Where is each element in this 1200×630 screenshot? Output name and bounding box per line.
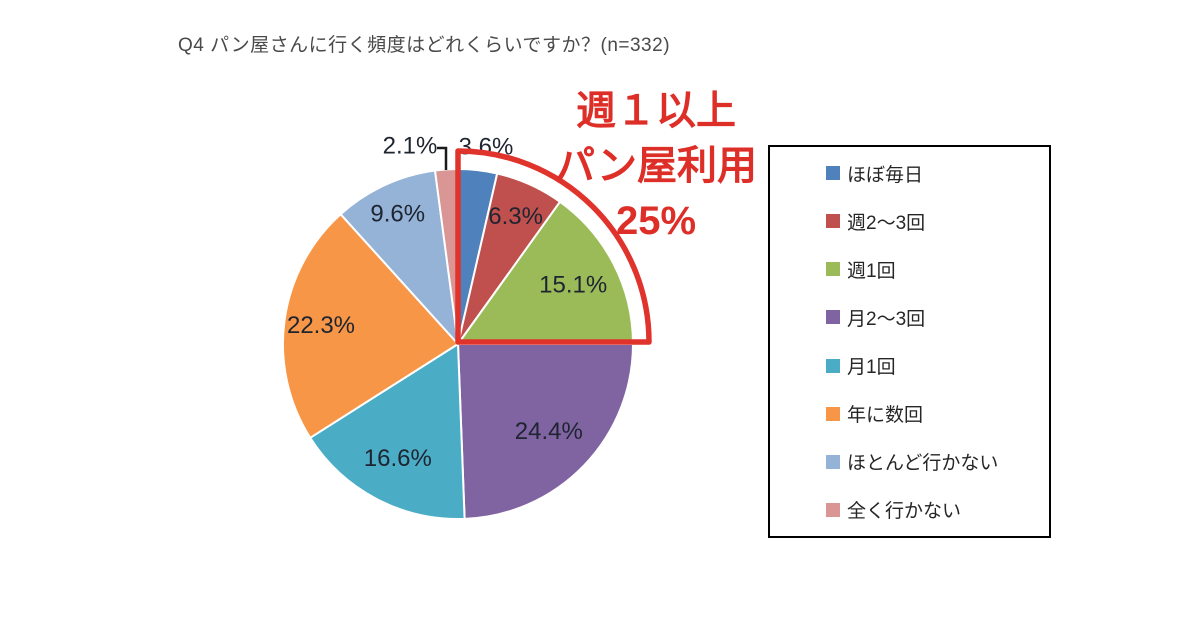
legend-swatch-icon [826, 310, 840, 325]
legend-box: ほぼ毎日週2～3回週1回月2～3回月1回年に数回ほとんど行かない 全く行かない [768, 145, 1051, 538]
legend-item: ほぼ毎日 [826, 161, 1039, 186]
highlight-annotation: 週１以上 パン屋利用 25% [536, 84, 776, 249]
legend-item: 全く行かない [826, 498, 1039, 522]
legend-item: 年に数回 [826, 402, 1039, 426]
pie-slice [339, 169, 459, 345]
slice-label: 2.1% [383, 133, 438, 160]
legend-swatch-icon [826, 358, 840, 373]
legend-item-label: 月2～3回 [847, 308, 926, 330]
legend-item-label: 年に数回 [847, 405, 924, 427]
legend-item: 月2～3回 [826, 305, 1039, 330]
legend-swatch-icon [826, 214, 840, 229]
slice-label: 24.4% [515, 418, 583, 445]
legend-swatch-icon [826, 454, 840, 469]
highlight-quarter-outline [455, 148, 652, 345]
legend-item-label: ほとんど行かない [847, 453, 999, 475]
legend-item-label: ほぼ毎日 [847, 164, 924, 186]
annotation-line-3: 25% [615, 199, 697, 243]
legend-swatch-icon [826, 502, 840, 517]
legend-swatch-icon [826, 262, 840, 277]
pie-slice-labels: 3.6%6.3%15.1%24.4%16.6%22.3%9.6%2.1% [287, 133, 607, 473]
annotation-line-2: パン屋利用 [555, 144, 757, 188]
legend-item: 週2～3回 [826, 209, 1039, 234]
pie-slices [281, 167, 634, 520]
annotation-line-1: 週１以上 [576, 89, 736, 133]
pie-slice [309, 343, 466, 520]
slice-label: 9.6% [370, 200, 425, 227]
legend-item: ほとんど行かない [826, 450, 1039, 474]
legend-item: 週1回 [826, 257, 1039, 282]
legend-item-label: 月1回 [847, 357, 896, 379]
pie-slice [457, 200, 634, 345]
legend-item-label: 週2～3回 [847, 212, 926, 234]
legend-item-label: 全く行かない [847, 501, 962, 523]
slice-label: 22.3% [287, 312, 355, 339]
legend-item: 月1回 [826, 354, 1039, 378]
slice-label: 6.3% [488, 203, 543, 230]
legend-swatch-icon [826, 406, 840, 421]
legend-swatch-icon [826, 166, 840, 180]
label-leader-line [437, 146, 448, 170]
slice-label: 15.1% [539, 271, 607, 298]
chart-title: Q4 パン屋さんに行く頻度はどれくらいですか？(n=332) [178, 35, 671, 56]
pie-slice [281, 213, 459, 439]
legend-item-label: 週1回 [847, 260, 896, 282]
pie-slice [457, 343, 634, 520]
slice-label: 16.6% [364, 445, 432, 472]
